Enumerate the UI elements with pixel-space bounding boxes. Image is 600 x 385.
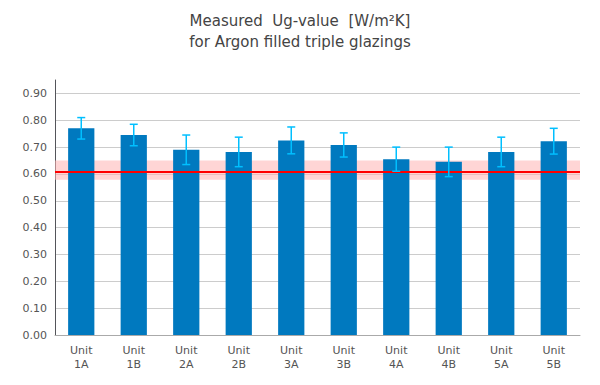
svg-text:Unit: Unit [333,344,356,357]
svg-text:0.90: 0.90 [23,87,48,100]
svg-text:0.00: 0.00 [23,329,48,342]
svg-text:2B: 2B [231,358,246,371]
svg-text:0.70: 0.70 [23,141,48,154]
svg-text:0.50: 0.50 [23,194,48,207]
svg-text:Unit: Unit [385,344,408,357]
svg-text:0.40: 0.40 [23,221,48,234]
svg-text:Unit: Unit [123,344,146,357]
svg-text:Unit: Unit [438,344,461,357]
svg-text:Measured Ug-value [W/m²K]: Measured Ug-value [W/m²K] [190,12,411,30]
svg-text:0.80: 0.80 [23,114,48,127]
svg-text:5B: 5B [546,358,561,371]
svg-text:5A: 5A [494,358,509,371]
svg-text:Unit: Unit [175,344,198,357]
svg-text:2A: 2A [179,358,194,371]
svg-text:Unit: Unit [280,344,303,357]
svg-text:0.20: 0.20 [23,275,48,288]
svg-text:Unit: Unit [70,344,93,357]
svg-text:0.10: 0.10 [23,302,48,315]
svg-text:0.60: 0.60 [23,167,48,180]
svg-text:for Argon filled triple glazin: for Argon filled triple glazings [189,33,411,51]
svg-text:Unit: Unit [543,344,566,357]
svg-text:1B: 1B [126,358,141,371]
svg-text:4A: 4A [389,358,404,371]
svg-text:4B: 4B [441,358,456,371]
svg-text:3B: 3B [336,358,351,371]
svg-text:0.30: 0.30 [23,248,48,261]
svg-text:3A: 3A [284,358,299,371]
svg-text:1A: 1A [74,358,89,371]
svg-text:Unit: Unit [490,344,513,357]
svg-text:Unit: Unit [228,344,251,357]
